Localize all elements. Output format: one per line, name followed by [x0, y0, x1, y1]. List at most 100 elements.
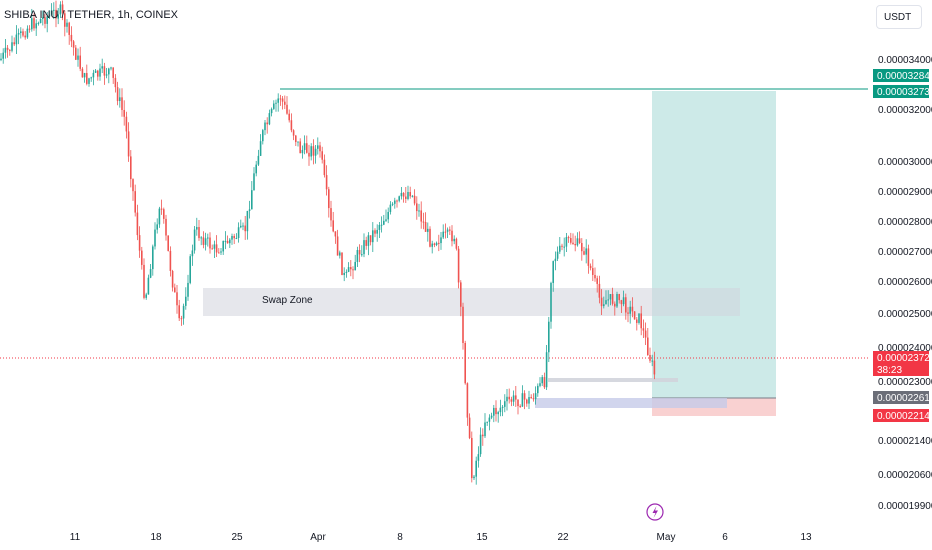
candle-body	[26, 28, 29, 38]
candle-body	[638, 313, 640, 323]
candle-body	[653, 360, 656, 375]
price-axis-tick: 0.0000230000	[878, 377, 932, 388]
candle-body	[314, 148, 317, 156]
long-position-target-zone[interactable]	[652, 91, 776, 398]
candle-body	[81, 68, 84, 78]
candle-body	[633, 311, 636, 320]
candle-body	[387, 211, 389, 220]
entry-price-tag-bg	[873, 391, 929, 404]
candle-body	[262, 130, 264, 142]
candle-body	[398, 196, 400, 201]
candle-body	[402, 192, 405, 197]
candle-body	[103, 66, 106, 76]
candle-body	[105, 74, 108, 76]
candle-body	[209, 237, 211, 249]
candle-body	[138, 235, 141, 251]
candle-body	[59, 4, 62, 15]
candle-body	[110, 67, 112, 69]
price-axis-tick: 0.0000270000	[878, 247, 932, 258]
candle-body	[130, 156, 132, 180]
price-axis-tick: 0.0000290000	[878, 187, 932, 198]
candle-body	[288, 113, 290, 121]
lightning-icon[interactable]	[646, 503, 664, 521]
candle-body	[561, 245, 563, 247]
candle-body	[28, 28, 31, 30]
candle-body	[178, 305, 180, 319]
candle-body	[35, 23, 37, 29]
candle-body	[167, 235, 169, 251]
candle-body	[231, 235, 233, 240]
time-axis-tick: 11	[70, 532, 81, 543]
target-low-tag-bg	[873, 85, 929, 98]
candle-body	[275, 102, 277, 104]
candle-body	[312, 146, 315, 156]
candle-body	[559, 245, 561, 252]
candle-body	[259, 141, 262, 156]
candle-body	[548, 321, 550, 353]
candle-body	[517, 399, 519, 407]
candle-body	[224, 240, 227, 242]
candle-body	[180, 318, 183, 320]
candle-body	[490, 415, 493, 418]
price-tags: 0.0000328414 0.0000327313 0.000023726238:2…	[873, 69, 932, 422]
candle-body	[306, 143, 308, 153]
swap-zone-box[interactable]	[203, 288, 740, 316]
candle-body	[248, 209, 251, 211]
candle-body	[537, 385, 539, 394]
price-axis[interactable]: 0.0000340000 0.0000320000 0.0000300000 0.00…	[878, 55, 932, 512]
candle-body	[299, 141, 301, 154]
candle-body	[545, 352, 548, 388]
candle-body	[53, 9, 55, 11]
candle-body	[422, 221, 425, 223]
candle-body	[297, 141, 299, 143]
candle-body	[378, 224, 381, 230]
candle-body	[499, 407, 502, 413]
candle-body	[97, 70, 99, 77]
candle-body	[622, 297, 625, 305]
candle-body	[187, 282, 189, 297]
candle-body	[374, 230, 376, 234]
candle-body	[541, 377, 543, 384]
candle-body	[409, 192, 411, 197]
candle-body	[2, 52, 4, 59]
candle-body	[433, 243, 436, 245]
candle-body	[42, 17, 44, 20]
candle-body	[552, 261, 554, 283]
candle-body	[334, 231, 337, 237]
candle-body	[251, 190, 253, 210]
candle-body	[589, 265, 592, 269]
candle-body	[171, 270, 174, 288]
candle-body	[493, 407, 495, 416]
candle-body	[165, 218, 167, 236]
time-axis[interactable]: 11 18 25 Apr 8 15 22 May 6 13	[70, 532, 812, 543]
candle-body	[119, 97, 121, 102]
currency-button[interactable]: USDT	[876, 5, 922, 29]
candle-body	[226, 240, 229, 244]
support-box-grey[interactable]	[548, 378, 678, 382]
candle-body	[466, 383, 469, 418]
support-box-blue[interactable]	[535, 398, 727, 408]
candle-body	[242, 225, 244, 227]
candle-body	[237, 227, 240, 238]
candle-body	[411, 195, 414, 197]
candle-body	[477, 454, 480, 461]
candle-body	[273, 103, 275, 109]
candle-body	[145, 294, 147, 298]
candle-body	[350, 267, 352, 270]
candle-body	[468, 417, 471, 438]
candle-body	[532, 398, 535, 400]
candle-body	[429, 228, 431, 247]
candle-body	[15, 34, 18, 45]
candle-body	[264, 122, 266, 131]
candle-body	[143, 264, 145, 298]
candle-body	[99, 68, 101, 77]
candle-body	[479, 434, 482, 455]
candle-body	[504, 401, 506, 407]
candle-body	[607, 299, 609, 301]
time-axis-tick: Apr	[310, 532, 326, 543]
candle-body	[495, 407, 497, 415]
candle-body	[330, 208, 332, 221]
candle-body	[204, 238, 207, 245]
price-axis-tick: 0.0000300000	[878, 157, 932, 168]
